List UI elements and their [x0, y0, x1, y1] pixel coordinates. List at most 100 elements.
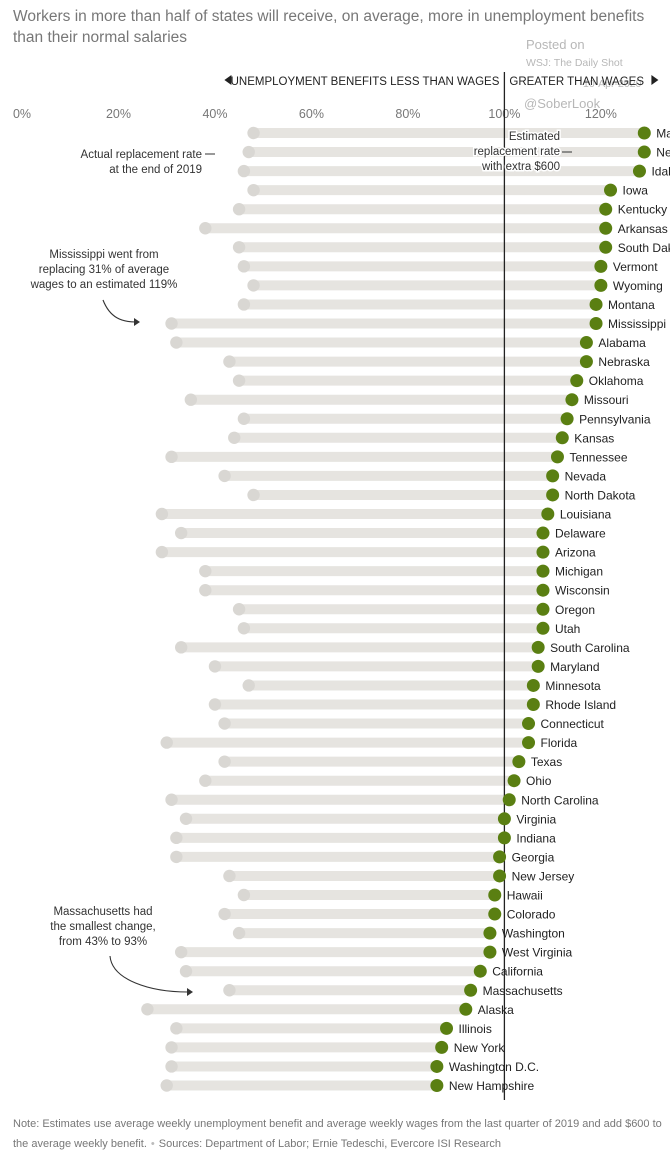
actual-dot	[170, 831, 183, 845]
actual-dot	[199, 584, 212, 597]
estimated-dot	[637, 126, 651, 140]
actual-dot	[232, 603, 246, 616]
annotation-massachusetts: from 43% to 93%	[59, 936, 147, 948]
state-label: Indiana	[516, 831, 556, 845]
dot-chart: 0% 20% 40% 60% 80% 100% 120%UNEMPLOYMENT BENEF…	[13, 72, 670, 1100]
actual-dot	[199, 222, 212, 235]
estimated-dot	[430, 1079, 444, 1092]
annotation-actual-rate: at the end of 2019	[109, 164, 202, 176]
annotation-actual-rate: Actual replacement rate	[81, 149, 202, 161]
estimated-dot	[512, 755, 526, 769]
state-label: Colorado	[507, 908, 556, 922]
actual-dot	[242, 679, 255, 692]
actual-dot	[232, 203, 246, 216]
actual-dot	[165, 1041, 178, 1054]
state-label: Missouri	[584, 393, 629, 407]
state-label: Massachusetts	[483, 984, 563, 998]
state-label: Washington D.C.	[449, 1060, 539, 1074]
actual-dot	[237, 622, 251, 635]
estimated-dot	[497, 812, 511, 826]
header-right-label: GREATER THAN WAGES	[509, 76, 644, 88]
state-label: Kentucky	[618, 203, 667, 217]
header-left-label: UNEMPLOYMENT BENEFITS LESS THAN WAGES	[231, 76, 500, 88]
actual-dot	[199, 564, 212, 578]
estimated-dot	[589, 317, 603, 330]
actual-dot	[165, 317, 178, 330]
state-label: Arizona	[555, 546, 596, 560]
state-label: Virginia	[516, 812, 556, 826]
state-label: Mississippi	[608, 317, 666, 331]
estimated-dot	[440, 1021, 454, 1035]
annotation-estimated-rate: Estimated	[509, 131, 560, 143]
annotation-mississippi: wages to an estimated 119%	[30, 279, 178, 291]
annotation-mississippi: Mississippi went from	[49, 249, 158, 261]
state-label: West Virginia	[502, 946, 573, 960]
actual-dot	[237, 164, 251, 178]
actual-dot	[247, 126, 260, 140]
estimated-dot	[546, 488, 560, 502]
sources-text: Sources: Department of Labor; Ernie Tede…	[158, 1138, 501, 1150]
actual-dot	[160, 736, 173, 749]
actual-dot	[242, 145, 255, 159]
estimated-dot	[507, 774, 521, 788]
state-label: New Hampshire	[449, 1079, 535, 1093]
state-label: Wisconsin	[555, 584, 610, 598]
actual-dot	[199, 774, 212, 787]
estimated-dot	[497, 831, 511, 845]
arrowhead-icon	[187, 988, 193, 996]
note-text: Note: Estimates use average weekly unemp…	[13, 1118, 662, 1150]
estimated-dot	[599, 240, 613, 254]
actual-dot	[237, 412, 251, 425]
estimated-dot	[522, 736, 536, 750]
state-label: Montana	[608, 298, 655, 312]
state-label: Idaho	[651, 165, 670, 179]
arrowhead-icon	[134, 318, 140, 326]
state-label: Oklahoma	[589, 374, 644, 388]
x-tick-label: 80%	[395, 107, 420, 121]
estimated-dot	[526, 698, 540, 711]
actual-dot	[237, 260, 251, 273]
x-tick-label: 60%	[299, 107, 324, 121]
state-label: Maine	[656, 127, 670, 141]
estimated-dot	[531, 659, 545, 673]
annotation-estimated-rate: with extra $600	[481, 161, 560, 173]
estimated-dot	[536, 564, 550, 578]
actual-dot	[160, 1079, 173, 1092]
actual-dot	[237, 298, 251, 311]
estimated-dot	[589, 297, 603, 311]
estimated-dot	[579, 336, 593, 350]
state-label: Tennessee	[569, 450, 627, 464]
estimated-dot	[483, 945, 497, 959]
actual-dot	[174, 945, 188, 959]
estimated-dot	[541, 507, 555, 521]
state-label: New Mexico	[656, 146, 670, 160]
state-label: Georgia	[512, 850, 555, 864]
state-label: New York	[454, 1041, 506, 1055]
annotation-arrow	[102, 299, 137, 323]
state-label: Florida	[541, 736, 578, 750]
x-tick-label: 0%	[13, 107, 31, 121]
actual-dot	[223, 355, 236, 368]
actual-dot	[141, 1003, 154, 1016]
estimated-dot	[493, 869, 507, 883]
state-label: Louisiana	[560, 508, 612, 522]
estimated-dot	[637, 145, 651, 159]
state-label: Kansas	[574, 431, 614, 445]
state-label: Michigan	[555, 565, 603, 579]
estimated-dot	[522, 717, 536, 731]
actual-dot	[247, 279, 260, 292]
actual-dot	[170, 1022, 183, 1035]
estimated-dot	[526, 678, 540, 692]
right-arrow-icon	[651, 75, 659, 85]
x-tick-label: 20%	[106, 107, 131, 121]
x-tick-label: 120%	[585, 107, 617, 121]
estimated-dot	[560, 412, 574, 426]
estimated-dot	[536, 583, 550, 597]
estimated-dot	[464, 983, 478, 997]
actual-dot	[223, 869, 236, 883]
state-label: Connecticut	[541, 717, 605, 731]
footnote: Note: Estimates use average weekly unemp…	[13, 1114, 663, 1154]
estimated-dot	[435, 1040, 449, 1054]
estimated-dot	[536, 545, 550, 559]
state-label: Pennsylvania	[579, 412, 651, 426]
